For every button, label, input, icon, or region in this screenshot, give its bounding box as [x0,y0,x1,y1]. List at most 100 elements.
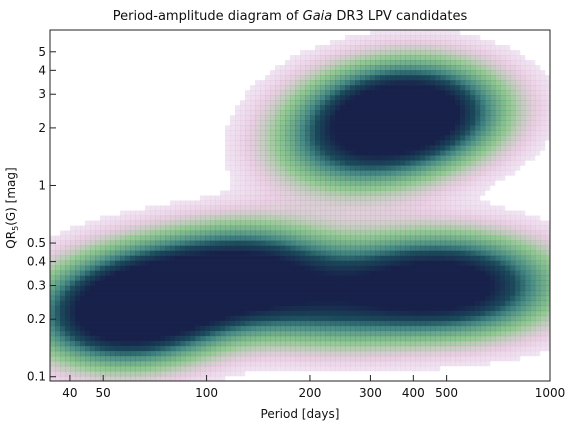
density-cell [520,215,526,221]
density-cell [170,290,176,297]
density-cell [520,350,526,357]
density-cell [230,120,236,126]
density-cell [275,310,281,317]
density-cell [445,270,451,276]
density-cell [475,135,481,141]
density-cell [520,145,526,151]
density-cell [385,80,391,86]
density-cell [80,260,86,266]
density-cell [525,70,531,76]
density-cell [420,200,426,206]
density-cell [210,275,216,282]
density-cell [495,310,501,317]
density-cell [290,175,296,181]
density-cell [255,80,261,86]
density-cell [265,225,271,231]
density-cell [340,50,346,56]
density-cell [295,180,301,186]
density-cell [175,270,181,276]
density-cell [380,70,386,76]
density-cell [315,90,321,96]
density-cell [250,335,256,342]
density-cell [315,135,321,141]
density-cell [300,200,306,206]
density-cell [445,300,451,307]
density-cell [345,175,351,181]
density-cell [170,285,176,292]
density-cell [360,95,366,101]
density-cell [285,160,291,166]
density-cell [295,285,301,292]
density-cell [545,110,551,116]
density-cell [410,125,416,131]
density-cell [265,315,271,322]
density-cell [350,145,356,151]
density-cell [90,315,96,322]
density-cell [345,160,351,166]
density-cell [95,340,101,347]
density-cell [270,275,276,282]
density-cell [330,105,336,111]
density-cell [410,180,416,186]
density-cell [480,175,486,181]
density-cell [400,305,406,312]
density-cell [310,195,316,201]
density-cell [330,145,336,151]
density-cell [235,180,241,186]
density-cell [160,215,166,221]
density-cell [265,205,271,211]
density-cell [390,110,396,116]
density-cell [445,180,451,186]
density-cell [315,260,321,266]
density-cell [375,120,381,126]
density-cell [305,195,311,201]
density-cell [260,215,266,221]
density-cell [230,285,236,292]
density-cell [340,85,346,91]
density-cell [270,80,276,86]
density-cell [190,215,196,221]
density-cell [405,215,411,221]
density-cell [330,305,336,312]
density-cell [420,40,426,46]
density-cell [270,95,276,101]
density-cell [490,290,496,297]
density-cell [400,355,406,362]
density-cell [465,215,471,221]
density-cell [135,330,141,337]
density-cell [300,240,306,246]
density-cell [180,240,186,246]
density-cell [335,110,341,116]
density-cell [365,315,371,322]
density-cell [380,345,386,352]
density-cell [320,230,326,236]
density-cell [75,260,81,266]
density-cell [450,330,456,337]
density-cell [380,260,386,266]
density-cell [310,140,316,146]
density-cell [380,195,386,201]
density-cell [395,180,401,186]
density-cell [265,95,271,101]
density-cell [465,145,471,151]
density-cell [480,160,486,166]
density-cell [95,265,101,271]
density-cell [55,270,61,276]
density-cell [305,55,311,61]
density-cell [440,175,446,181]
density-cell [245,350,251,357]
density-cell [280,130,286,136]
density-cell [375,295,381,302]
density-cell [450,310,456,317]
density-cell [380,115,386,121]
density-cell [215,290,221,297]
density-cell [360,120,366,126]
density-cell [325,120,331,126]
density-cell [400,265,406,271]
density-cell [160,350,166,357]
density-cell [450,60,456,66]
density-cell [215,275,221,282]
density-cell [365,95,371,101]
density-cell [315,75,321,81]
density-cell [185,210,191,216]
